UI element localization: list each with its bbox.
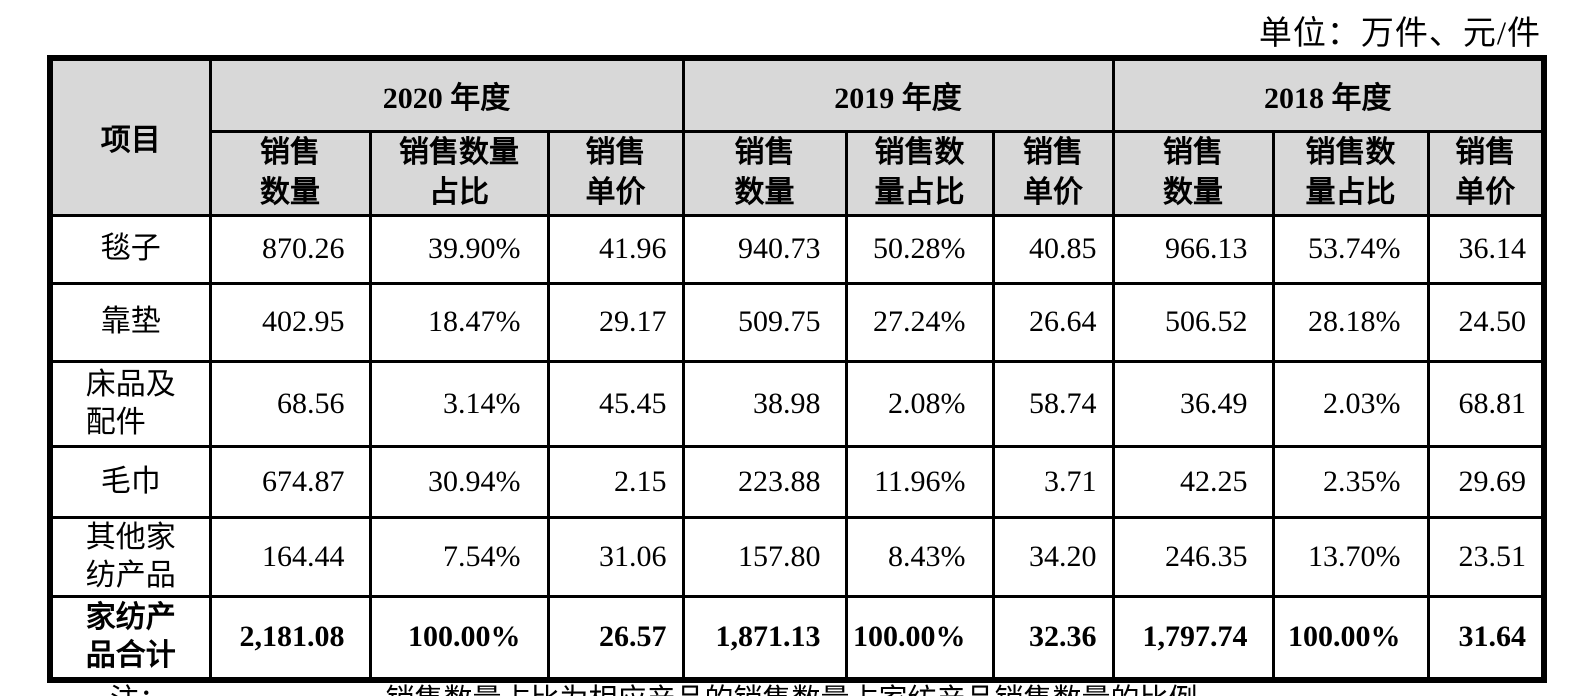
cell-2018-qty: 42.25 xyxy=(1111,444,1275,519)
header-year-2018: 2018 年度 xyxy=(1111,56,1546,133)
cell-2019-share: 100.00% xyxy=(844,594,995,682)
header-2020-unit-price: 销售 单价 xyxy=(546,129,685,217)
row-label-text: 床品及 配件 xyxy=(85,367,176,439)
cell-2019-price: 34.20 xyxy=(991,515,1115,598)
cell-2019-price: 58.74 xyxy=(991,359,1115,448)
row-label-text: 家纺产 品合计 xyxy=(85,601,176,673)
table-row-bedding: 床品及 配件 68.56 3.14% 45.45 38.98 2.08% 58.… xyxy=(48,359,1546,448)
table-row-blanket: 毯子 870.26 39.90% 41.96 940.73 50.28% 40.… xyxy=(48,213,1546,285)
cell-2019-qty: 940.73 xyxy=(681,213,848,285)
header-2018-sales-qty: 销售 数量 xyxy=(1111,129,1275,217)
cell-2019-price: 40.85 xyxy=(991,213,1115,285)
row-label-text: 毯子 xyxy=(100,232,161,265)
row-label: 家纺产 品合计 xyxy=(48,594,212,682)
cell-2018-share: 2.35% xyxy=(1271,444,1430,519)
header-year-2019: 2019 年度 xyxy=(681,56,1115,133)
cell-2018-qty: 1,797.74 xyxy=(1111,594,1275,682)
cell-2020-share: 30.94% xyxy=(368,444,550,519)
row-label: 毛巾 xyxy=(48,444,212,519)
cell-2020-qty: 68.56 xyxy=(208,359,372,448)
cell-2020-price: 2.15 xyxy=(546,444,685,519)
header-item-column: 项目 xyxy=(48,56,212,217)
cell-2019-qty: 38.98 xyxy=(681,359,848,448)
cell-2020-share: 100.00% xyxy=(368,594,550,682)
cell-2018-share: 100.00% xyxy=(1271,594,1430,682)
cell-2020-share: 3.14% xyxy=(368,359,550,448)
row-label-text: 毛巾 xyxy=(100,464,161,498)
cell-2019-share: 2.08% xyxy=(844,359,995,448)
table-row-towel: 毛巾 674.87 30.94% 2.15 223.88 11.96% 3.71… xyxy=(48,444,1546,519)
cell-2018-price: 68.81 xyxy=(1426,359,1546,448)
row-label-text: 其他家 纺产品 xyxy=(85,520,176,592)
header-2019-sales-qty: 销售 数量 xyxy=(681,129,848,217)
cell-2018-price: 23.51 xyxy=(1426,515,1546,598)
header-2019-qty-share: 销售数 量占比 xyxy=(844,129,995,217)
cell-2019-share: 27.24% xyxy=(844,281,995,363)
cell-2020-qty: 870.26 xyxy=(208,213,372,285)
cell-2018-price: 24.50 xyxy=(1426,281,1546,363)
row-label: 其他家 纺产品 xyxy=(48,515,212,598)
cell-2019-qty: 223.88 xyxy=(681,444,848,519)
row-label: 靠垫 xyxy=(48,281,212,363)
header-2019-unit-price: 销售 单价 xyxy=(991,129,1115,217)
cell-2020-share: 7.54% xyxy=(368,515,550,598)
row-label-text: 靠垫 xyxy=(100,305,161,338)
sales-volume-table: 项目 2020 年度 2019 年度 2018 年度 销售 数量 销售数量 占比… xyxy=(47,55,1547,683)
cell-2019-qty: 1,871.13 xyxy=(681,594,848,682)
header-2020-qty-share: 销售数量 占比 xyxy=(368,129,550,217)
table-row-cushion: 靠垫 402.95 18.47% 29.17 509.75 27.24% 26.… xyxy=(48,281,1546,363)
cell-2020-qty: 164.44 xyxy=(208,515,372,598)
cell-2018-price: 29.69 xyxy=(1426,444,1546,519)
table-row-other-textiles: 其他家 纺产品 164.44 7.54% 31.06 157.80 8.43% … xyxy=(48,515,1546,598)
cell-2019-share: 50.28% xyxy=(844,213,995,285)
cell-2020-price: 45.45 xyxy=(546,359,685,448)
cell-2018-share: 2.03% xyxy=(1271,359,1430,448)
cell-2020-price: 41.96 xyxy=(546,213,685,285)
cell-2020-price: 26.57 xyxy=(546,594,685,682)
header-year-2020: 2020 年度 xyxy=(208,56,685,133)
header-2018-qty-share: 销售数 量占比 xyxy=(1271,129,1430,217)
cell-2018-price: 31.64 xyxy=(1426,594,1546,682)
cell-2018-share: 13.70% xyxy=(1271,515,1430,598)
cell-2020-price: 31.06 xyxy=(546,515,685,598)
row-label: 毯子 xyxy=(48,213,212,285)
table-row-total: 家纺产 品合计 2,181.08 100.00% 26.57 1,871.13 … xyxy=(48,594,1546,682)
cell-2019-qty: 157.80 xyxy=(681,515,848,598)
cell-2019-share: 11.96% xyxy=(844,444,995,519)
cell-2019-qty: 509.75 xyxy=(681,281,848,363)
cell-2019-price: 26.64 xyxy=(991,281,1115,363)
cell-2020-share: 39.90% xyxy=(368,213,550,285)
footnote-partial-clipped: 注： 销售数量占比为相应产品的销售数量占家纺产品销售数量的比例 xyxy=(110,676,1198,696)
cell-2018-price: 36.14 xyxy=(1426,213,1546,285)
cell-2019-share: 8.43% xyxy=(844,515,995,598)
cell-2020-qty: 674.87 xyxy=(208,444,372,519)
cell-2018-qty: 36.49 xyxy=(1111,359,1275,448)
cell-2018-qty: 966.13 xyxy=(1111,213,1275,285)
row-label: 床品及 配件 xyxy=(48,359,212,448)
cell-2020-qty: 2,181.08 xyxy=(208,594,372,682)
cell-2018-qty: 246.35 xyxy=(1111,515,1275,598)
cell-2020-qty: 402.95 xyxy=(208,281,372,363)
cell-2020-price: 29.17 xyxy=(546,281,685,363)
cell-2018-qty: 506.52 xyxy=(1111,281,1275,363)
cell-2018-share: 53.74% xyxy=(1271,213,1430,285)
cell-2019-price: 32.36 xyxy=(991,594,1115,682)
cell-2020-share: 18.47% xyxy=(368,281,550,363)
unit-label: 单位：万件、元/件 xyxy=(1258,16,1541,52)
cell-2018-share: 28.18% xyxy=(1271,281,1430,363)
header-2018-unit-price: 销售 单价 xyxy=(1426,129,1546,217)
cell-2019-price: 3.71 xyxy=(991,444,1115,519)
header-2020-sales-qty: 销售 数量 xyxy=(208,129,372,217)
